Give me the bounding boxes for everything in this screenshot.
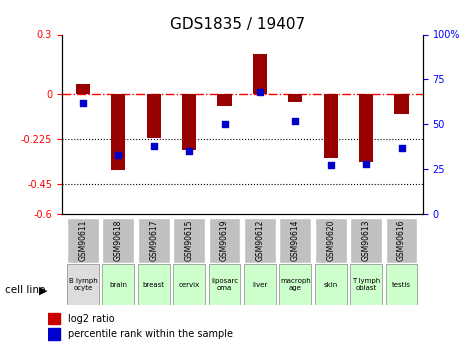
Text: GSM90611: GSM90611 bbox=[78, 220, 87, 261]
Text: percentile rank within the sample: percentile rank within the sample bbox=[67, 329, 233, 339]
Point bbox=[79, 100, 87, 106]
Bar bbox=[48, 328, 60, 340]
Text: liver: liver bbox=[252, 282, 267, 288]
Text: T lymph
oblast: T lymph oblast bbox=[352, 278, 380, 291]
Text: GSM90613: GSM90613 bbox=[361, 220, 371, 262]
Bar bbox=[394, 94, 408, 114]
Bar bbox=[288, 94, 303, 102]
Text: GSM90619: GSM90619 bbox=[220, 220, 229, 262]
Text: B lymph
ocyte: B lymph ocyte bbox=[68, 278, 97, 291]
FancyBboxPatch shape bbox=[350, 264, 382, 305]
Text: brain: brain bbox=[109, 282, 127, 288]
Text: GSM90620: GSM90620 bbox=[326, 220, 335, 262]
Point bbox=[185, 148, 193, 154]
Point bbox=[150, 143, 158, 148]
FancyBboxPatch shape bbox=[350, 218, 382, 264]
Text: GSM90616: GSM90616 bbox=[397, 220, 406, 262]
FancyBboxPatch shape bbox=[138, 218, 170, 264]
Point bbox=[398, 145, 405, 150]
Bar bbox=[218, 94, 232, 106]
Text: cell line: cell line bbox=[5, 286, 45, 295]
Point bbox=[221, 121, 228, 127]
Bar bbox=[76, 84, 90, 94]
FancyBboxPatch shape bbox=[244, 218, 276, 264]
Text: breast: breast bbox=[143, 282, 165, 288]
FancyBboxPatch shape bbox=[386, 264, 418, 305]
Point bbox=[256, 89, 264, 95]
Text: testis: testis bbox=[392, 282, 411, 288]
Bar bbox=[182, 94, 196, 150]
Point bbox=[362, 161, 370, 166]
Point bbox=[327, 163, 334, 168]
Bar bbox=[359, 94, 373, 162]
FancyBboxPatch shape bbox=[279, 218, 311, 264]
FancyBboxPatch shape bbox=[138, 264, 170, 305]
Point bbox=[292, 118, 299, 124]
Text: GSM90612: GSM90612 bbox=[256, 220, 265, 261]
Text: cervix: cervix bbox=[179, 282, 200, 288]
FancyBboxPatch shape bbox=[279, 264, 311, 305]
FancyBboxPatch shape bbox=[103, 218, 134, 264]
Text: ▶: ▶ bbox=[39, 286, 48, 295]
FancyBboxPatch shape bbox=[315, 264, 347, 305]
FancyBboxPatch shape bbox=[386, 218, 418, 264]
Bar bbox=[323, 94, 338, 158]
FancyBboxPatch shape bbox=[209, 218, 240, 264]
Text: GSM90617: GSM90617 bbox=[149, 220, 158, 262]
Text: GDS1835 / 19407: GDS1835 / 19407 bbox=[170, 17, 305, 32]
Bar bbox=[111, 94, 125, 170]
FancyBboxPatch shape bbox=[209, 264, 240, 305]
FancyBboxPatch shape bbox=[244, 264, 276, 305]
FancyBboxPatch shape bbox=[67, 218, 99, 264]
Bar bbox=[253, 55, 267, 94]
Text: liposarc
oma: liposarc oma bbox=[211, 278, 238, 291]
FancyBboxPatch shape bbox=[173, 264, 205, 305]
Text: log2 ratio: log2 ratio bbox=[67, 314, 114, 324]
Text: GSM90618: GSM90618 bbox=[114, 220, 123, 261]
Text: skin: skin bbox=[323, 282, 338, 288]
FancyBboxPatch shape bbox=[67, 264, 99, 305]
Text: GSM90615: GSM90615 bbox=[185, 220, 194, 262]
Text: macroph
age: macroph age bbox=[280, 278, 311, 291]
FancyBboxPatch shape bbox=[173, 218, 205, 264]
FancyBboxPatch shape bbox=[103, 264, 134, 305]
FancyBboxPatch shape bbox=[315, 218, 347, 264]
Bar bbox=[147, 94, 161, 138]
Bar bbox=[48, 313, 60, 324]
Point bbox=[114, 152, 122, 157]
Text: GSM90614: GSM90614 bbox=[291, 220, 300, 262]
